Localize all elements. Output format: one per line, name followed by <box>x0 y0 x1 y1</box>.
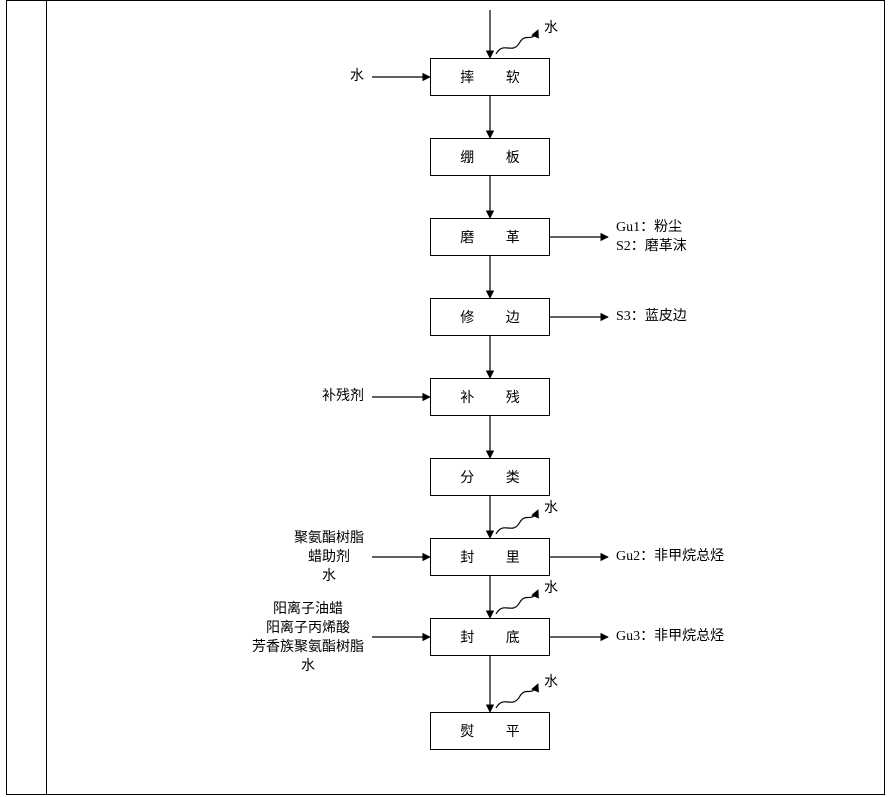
node-n5: 补 残 <box>430 378 550 416</box>
input-label-i5: 补残剂 <box>322 388 364 407</box>
node-n3: 磨 革 <box>430 218 550 256</box>
evap-label-e9: 水 <box>544 674 558 693</box>
output-label-o4: S3：蓝皮边 <box>616 308 687 327</box>
node-n4: 修 边 <box>430 298 550 336</box>
input-label-i1: 水 <box>350 68 364 87</box>
node-n9: 熨 平 <box>430 712 550 750</box>
node-n6: 分 类 <box>430 458 550 496</box>
output-label-o7: Gu2：非甲烷总烃 <box>616 548 724 567</box>
input-label-i7: 聚氨酯树脂 蜡助剂 水 <box>294 530 364 587</box>
evap-label-e1: 水 <box>544 20 558 39</box>
evap-label-e7: 水 <box>544 500 558 519</box>
output-label-o3: Gu1：粉尘 S2：磨革沫 <box>616 219 687 257</box>
input-label-i8: 阳离子油蜡 阳离子丙烯酸 芳香族聚氨酯树脂 水 <box>252 601 364 677</box>
node-n2: 绷 板 <box>430 138 550 176</box>
output-label-o8: Gu3：非甲烷总烃 <box>616 628 724 647</box>
node-n7: 封 里 <box>430 538 550 576</box>
evap-label-e8: 水 <box>544 580 558 599</box>
node-n1: 摔 软 <box>430 58 550 96</box>
node-n8: 封 底 <box>430 618 550 656</box>
page: 摔 软绷 板磨 革修 边补 残分 类封 里封 底熨 平 水水水水水补残剂聚氨酯树… <box>0 0 893 797</box>
